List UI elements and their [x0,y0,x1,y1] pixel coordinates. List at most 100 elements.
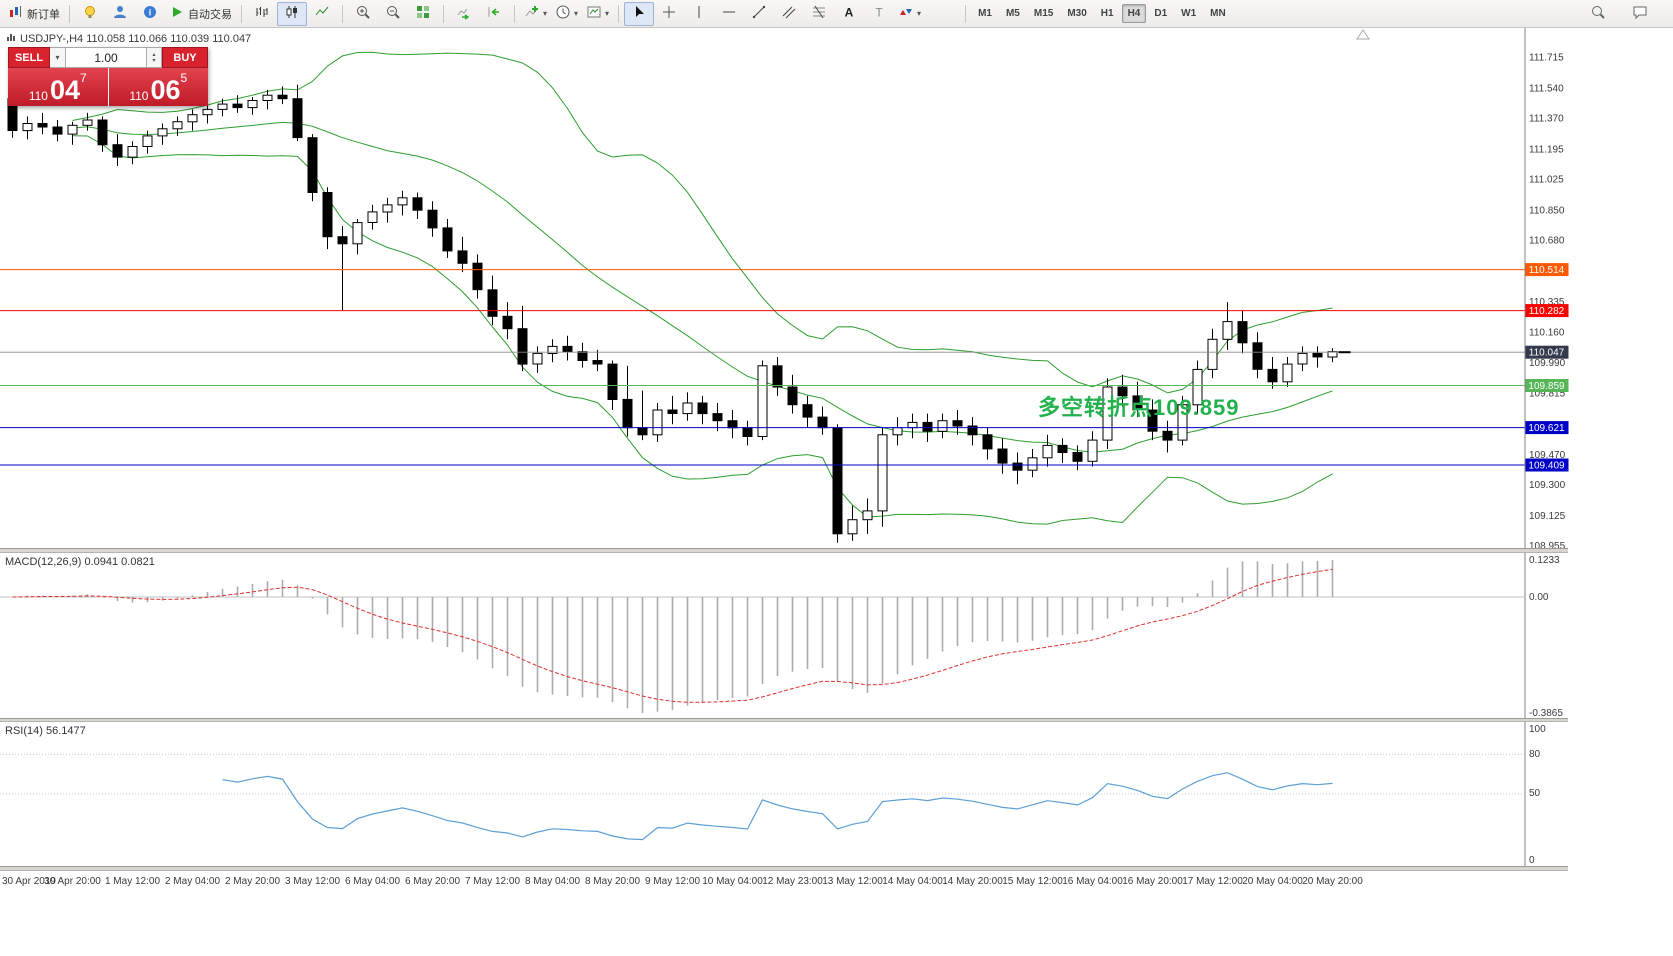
timeframe-d1[interactable]: D1 [1154,8,1168,19]
svg-text:109.990: 109.990 [1529,358,1566,369]
svg-text:14 May 04:00: 14 May 04:00 [882,876,943,887]
crosshair-icon [661,4,677,23]
arrows-button[interactable]: ▾ [894,2,925,26]
zoom-out-button[interactable] [378,2,408,26]
timeframe-mn[interactable]: MN [1210,8,1226,19]
time-axis[interactable] [0,871,1525,891]
svg-text:109.621: 109.621 [1528,423,1565,434]
volume-stepper[interactable]: ▴ ▾ [147,47,162,68]
price-axis[interactable] [1525,28,1568,866]
svg-text:20 May 20:00: 20 May 20:00 [1302,876,1363,887]
svg-text:15 May 12:00: 15 May 12:00 [1002,876,1063,887]
svg-text:20 May 04:00: 20 May 04:00 [1242,876,1303,887]
market-watch-button[interactable] [105,2,135,26]
info-button[interactable]: i [135,2,165,26]
toolbar: 新订单 i 自动交易 ▾ ▾ ▾ A T ▾ M1 M5 M15 M30 H1 H4 D1 W1 MN [0,0,1673,28]
candle-chart-button[interactable] [277,1,307,26]
svg-text:110.514: 110.514 [1529,265,1565,276]
search-icon [1590,4,1606,23]
auto-scroll-button[interactable] [449,2,479,26]
panel-splitter[interactable] [0,866,1568,871]
vline-icon [691,4,707,23]
metaeditor-button[interactable] [75,2,105,26]
buy-price-display[interactable]: 110 06 5 [108,68,208,106]
chat-button[interactable] [1625,2,1655,26]
svg-text:111.025: 111.025 [1529,175,1564,186]
equidistant-channel-button[interactable] [774,2,804,26]
timeframe-h1[interactable]: H1 [1100,8,1114,19]
fibonacci-button[interactable] [804,2,834,26]
sell-price-big: 04 [49,75,80,105]
templates-button[interactable]: ▾ [582,2,613,26]
svg-text:0.00: 0.00 [1529,592,1549,603]
lamp-icon [82,4,98,23]
svg-text:1 May 12:00: 1 May 12:00 [105,876,160,887]
chart-shift-icon [486,4,502,23]
zoom-in-button[interactable] [348,2,378,26]
sell-price-display[interactable]: 110 04 7 [8,68,108,106]
svg-text:2 May 04:00: 2 May 04:00 [165,876,220,887]
svg-text:2 May 20:00: 2 May 20:00 [225,876,280,887]
bar-chart-button[interactable] [247,2,277,26]
text-button[interactable]: A [834,2,864,26]
chart-annotation: 多空转折点109.859 [1038,395,1240,420]
horizontal-line-button[interactable] [714,2,744,26]
chart-shift-button[interactable] [479,2,509,26]
svg-text:110.047: 110.047 [1529,348,1565,359]
buy-price-sup: 5 [180,71,188,85]
search-button[interactable] [1583,2,1613,26]
timeframe-m5[interactable]: M5 [1005,8,1020,19]
periods-button[interactable]: ▾ [551,2,582,26]
info-icon: i [142,4,158,23]
svg-text:3 May 12:00: 3 May 12:00 [285,876,340,887]
textT-icon: T [871,4,887,23]
svg-text:110.335: 110.335 [1529,297,1565,308]
shapes-icon [898,4,914,23]
sell-price-prefix: 110 [28,89,48,103]
svg-text:6 May 20:00: 6 May 20:00 [405,876,460,887]
indicators-button[interactable]: ▾ [520,2,551,26]
timeframe-m1[interactable]: M1 [978,8,992,19]
svg-text:9 May 12:00: 9 May 12:00 [645,876,700,887]
toolbar-right-group [1583,2,1655,26]
hline-icon [721,4,737,23]
chevron-down-icon: ▾ [574,9,579,18]
chevron-down-icon: ▾ [543,9,548,18]
svg-text:10 May 04:00: 10 May 04:00 [702,876,763,887]
panel-splitter[interactable] [0,548,1568,553]
panel-splitter[interactable] [0,718,1568,722]
tile-windows-button[interactable] [408,2,438,26]
svg-text:7 May 12:00: 7 May 12:00 [465,876,520,887]
vertical-line-button[interactable] [684,2,714,26]
chevron-down-icon: ▾ [605,9,610,18]
macd-label: MACD(12,26,9) 0.0941 0.0821 [5,556,155,568]
timeframe-w1[interactable]: W1 [1181,8,1197,19]
volume-dropdown[interactable]: ▾ [50,47,66,68]
svg-text:14 May 20:00: 14 May 20:00 [942,876,1003,887]
line-chart-button[interactable] [307,2,337,26]
autotrading-button[interactable]: 自动交易 [165,2,236,26]
sell-button[interactable]: SELL [8,47,50,68]
autotrading-button-label: 自动交易 [188,8,232,21]
svg-text:12 May 23:00: 12 May 23:00 [762,876,823,887]
svg-text:16 May 20:00: 16 May 20:00 [1122,876,1183,887]
line-icon [314,4,330,23]
svg-text:T: T [875,6,883,20]
svg-text:110.680: 110.680 [1529,236,1565,247]
buy-button[interactable]: BUY [162,47,208,68]
bars-icon [254,4,270,23]
text-label-button[interactable]: T [864,2,894,26]
new-order-button[interactable]: 新订单 [4,2,64,26]
timeframe-m30[interactable]: M30 [1067,8,1087,19]
cursor-button[interactable] [624,1,655,26]
timeframe-m15[interactable]: M15 [1033,8,1054,19]
new-order-icon [8,4,24,23]
buy-price-big: 06 [150,75,181,105]
svg-text:109.859: 109.859 [1528,381,1565,392]
volume-input[interactable] [66,47,147,68]
timeframe-h4[interactable]: H4 [1121,4,1147,23]
toolbar-separator [443,4,444,23]
trendline-button[interactable] [744,2,774,26]
crosshair-button[interactable] [654,2,684,26]
